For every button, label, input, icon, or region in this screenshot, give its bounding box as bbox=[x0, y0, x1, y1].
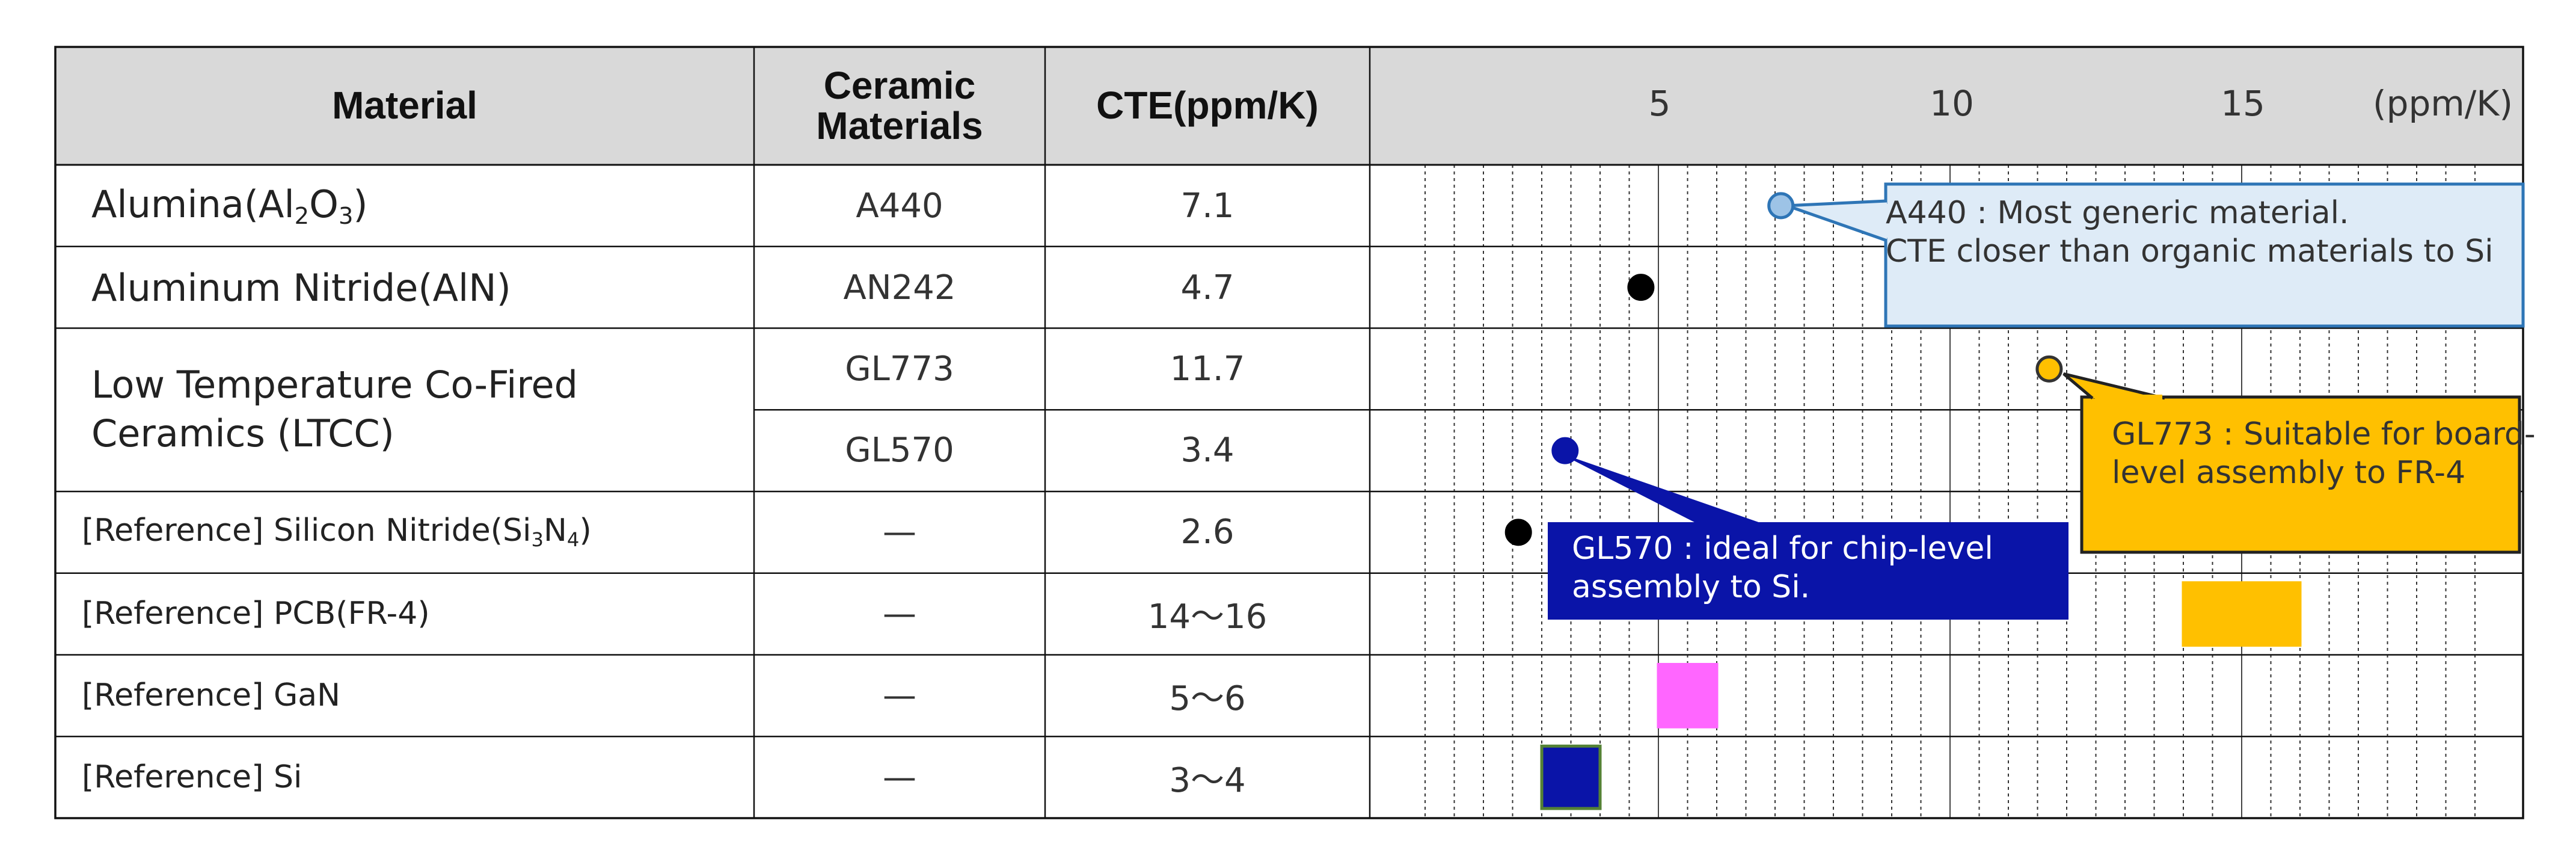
callout-a440-pointer bbox=[1786, 199, 1888, 242]
cte-pcb: 14～16 bbox=[1147, 597, 1268, 636]
cte-a440: 7.1 bbox=[1180, 186, 1234, 226]
ceramic-an242: AN242 bbox=[843, 268, 956, 307]
cte-si: 3～4 bbox=[1169, 760, 1246, 800]
ceramic-a440: A440 bbox=[856, 186, 943, 226]
cte-silicon-nitride: 2.6 bbox=[1180, 512, 1234, 552]
ceramic-gl570: GL570 bbox=[845, 431, 954, 470]
ceramic-gl773: GL773 bbox=[845, 350, 954, 389]
header-cte: CTE(ppm/K) bbox=[1096, 84, 1319, 128]
range-bar-gan bbox=[1657, 663, 1719, 729]
data-point-gl773 bbox=[2035, 355, 2063, 383]
range-bar-pcb-fr-4- bbox=[2182, 581, 2302, 647]
callout-gl570-box bbox=[1548, 522, 2068, 620]
axis-unit-label: (ppm/K) bbox=[2373, 83, 2513, 124]
header-material: Material bbox=[332, 84, 477, 128]
ceramic-pcb: — bbox=[883, 594, 916, 633]
ceramic-silicon-nitride: — bbox=[883, 512, 916, 552]
header-ceramic-materials: Ceramic Materials bbox=[816, 63, 983, 147]
data-point-an242 bbox=[1627, 274, 1655, 301]
data-point-gl570 bbox=[1551, 437, 1579, 464]
callout-gl773-join bbox=[2095, 395, 2162, 402]
callout-a440-box bbox=[1884, 182, 2525, 328]
axis-tick-10: 10 bbox=[1930, 83, 1974, 124]
table-border bbox=[54, 46, 2524, 819]
cte-an242: 4.7 bbox=[1180, 268, 1234, 307]
range-bar-si bbox=[1540, 744, 1602, 810]
material-gan: [Reference] GaN bbox=[82, 677, 341, 713]
ceramic-gan: — bbox=[883, 676, 916, 715]
cte-gan: 5～6 bbox=[1169, 679, 1246, 718]
ceramic-si: — bbox=[883, 757, 916, 797]
callout-gl773-pointer bbox=[2062, 372, 2165, 400]
material-aluminum-nitride: Aluminum Nitride(AlN) bbox=[91, 265, 511, 310]
callout-a440-join bbox=[1883, 204, 1890, 238]
material-alumina: Alumina(Al2O3) bbox=[55, 165, 754, 247]
callout-gl773-text: GL773 : Suitable for board-level assembl… bbox=[2112, 416, 2536, 491]
material-alumina-text: Alumina(Al2O3) bbox=[91, 182, 368, 230]
callout-gl570-pointer bbox=[1572, 458, 1762, 526]
cte-gl773: 11.7 bbox=[1170, 350, 1245, 389]
header-background bbox=[55, 47, 2523, 165]
cte-gl570: 3.4 bbox=[1180, 431, 1234, 470]
material-si: [Reference] Si bbox=[82, 759, 302, 795]
material-silicon-nitride-text: [Reference] Silicon Nitride(Si3N4) bbox=[82, 512, 592, 551]
material-ltcc: Low Temperature Co-Fired Ceramics (LTCC) bbox=[91, 363, 578, 455]
data-point-a440 bbox=[1767, 192, 1795, 220]
axis-tick-15: 15 bbox=[2221, 83, 2265, 124]
material-pcb: [Reference] PCB(FR-4) bbox=[82, 596, 430, 632]
callout-gl773-box bbox=[2080, 395, 2521, 554]
material-silicon-nitride: [Reference] Silicon Nitride(Si3N4) bbox=[55, 491, 754, 573]
callout-gl570-text: GL570 : ideal for chip-level assembly to… bbox=[1572, 531, 1993, 606]
callout-a440-text: A440 : Most generic material. CTE closer… bbox=[1886, 195, 2494, 270]
data-point-silicon-nitride bbox=[1504, 519, 1532, 546]
axis-tick-5: 5 bbox=[1648, 83, 1671, 124]
